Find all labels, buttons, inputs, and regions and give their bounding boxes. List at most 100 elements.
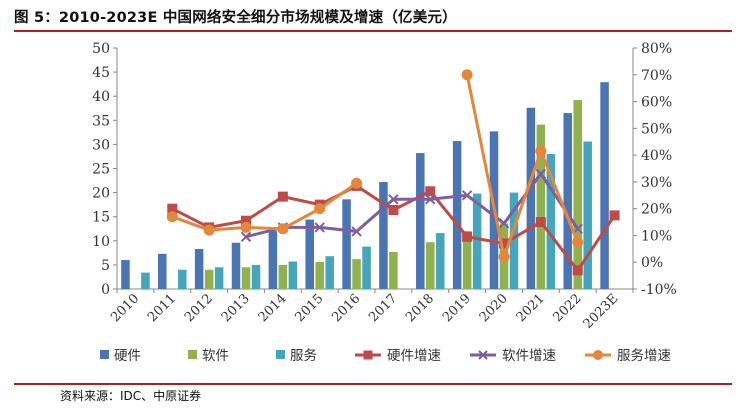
bar-service-2019 <box>472 193 482 289</box>
x-tick-label: 2010 <box>108 291 142 325</box>
legend-item-hardware_growth: 硬件增速 <box>355 348 441 364</box>
bar-software-2017 <box>389 251 398 289</box>
bar-service-2016 <box>362 246 371 289</box>
legend-item-service: 服务 <box>276 348 317 364</box>
legend-label: 服务增速 <box>617 348 671 364</box>
bar-hardware-2015 <box>305 219 314 289</box>
point-software_growth-2021 <box>535 168 547 180</box>
legend-label: 硬件增速 <box>387 348 441 364</box>
point-hardware_growth-2023E <box>609 210 620 221</box>
point-hardware_growth-2013 <box>241 215 251 226</box>
y-tick-label: 0 <box>101 282 110 298</box>
bar-hardware-2013 <box>231 242 241 289</box>
source-note: 资料来源：IDC、中原证券 <box>60 389 202 403</box>
y2-tick-label: -10% <box>641 282 677 298</box>
bar-software-2019 <box>462 231 472 289</box>
point-hardware_growth-2017 <box>388 205 399 216</box>
bar-software-2016 <box>352 259 361 289</box>
y-tick-label: 30 <box>92 137 110 153</box>
bar-software-2012 <box>204 269 214 289</box>
legend-swatch <box>276 350 285 359</box>
y2-tick-label: 30% <box>641 175 672 191</box>
x-tick-label: 2013 <box>219 291 253 325</box>
bar-service-2021 <box>546 154 556 289</box>
legend-item-service_growth: 服务增速 <box>585 348 671 364</box>
point-service_growth-2011 <box>166 211 178 223</box>
point-software_growth-2018 <box>425 194 436 205</box>
y-tick-label: 20 <box>92 186 110 202</box>
chart-title: 图 5：2010-2023E 中国网络安全细分市场规模及增速（亿美元） <box>14 10 457 26</box>
point-hardware_growth-2020 <box>499 238 509 249</box>
bar-hardware-2021 <box>526 107 536 289</box>
point-hardware_growth-2021 <box>535 217 546 228</box>
point-software_growth-2016 <box>351 226 362 237</box>
bar-software-2013 <box>241 267 251 289</box>
bars-layer <box>121 82 609 289</box>
bar-service-2010 <box>141 272 150 289</box>
x-tick-label: 2020 <box>477 291 511 325</box>
point-software_growth-2013 <box>240 231 252 242</box>
point-software_growth-2020 <box>498 218 510 229</box>
point-hardware_growth-2014 <box>277 191 288 202</box>
bar-software-2018 <box>426 242 435 289</box>
legend-label: 软件 <box>202 348 229 364</box>
bar-service-2018 <box>436 233 445 289</box>
legend-label: 硬件 <box>114 348 141 364</box>
bar-service-2022 <box>583 141 592 289</box>
legend-swatch <box>188 350 197 359</box>
bar-service-2012 <box>214 267 224 289</box>
point-hardware_growth-2011 <box>167 203 178 214</box>
point-service_growth-2020 <box>498 251 510 263</box>
bar-service-2020 <box>509 192 519 289</box>
y-tick-label: 50 <box>92 41 110 57</box>
bar-software-2022 <box>573 100 582 289</box>
point-software_growth-2017 <box>388 194 399 205</box>
bar-service-2013 <box>251 264 261 289</box>
title-rule <box>14 30 732 32</box>
y-tick-label: 15 <box>92 210 110 226</box>
y2-tick-label: 50% <box>641 121 672 137</box>
bar-service-2011 <box>178 269 187 289</box>
bar-software-2021 <box>536 124 546 289</box>
footer-rule <box>14 383 732 385</box>
y2-tick-label: 60% <box>641 95 672 111</box>
legend-item-hardware: 硬件 <box>100 348 141 364</box>
legend-label: 服务 <box>290 348 317 364</box>
y-tick-label: 10 <box>92 234 110 250</box>
y-tick-label: 40 <box>92 89 110 105</box>
x-tick-label: 2012 <box>182 291 216 325</box>
bar-hardware-2019 <box>452 141 462 289</box>
x-tick-label: 2022 <box>551 291 585 325</box>
point-service_growth-2022 <box>572 236 584 248</box>
bar-hardware-2017 <box>379 181 388 289</box>
bar-hardware-2018 <box>416 153 425 289</box>
x-tick-label: 2017 <box>366 291 400 325</box>
bar-software-2015 <box>315 262 324 289</box>
y2-tick-label: 40% <box>641 148 672 164</box>
line-service_growth <box>465 74 580 263</box>
bar-hardware-2010 <box>121 260 130 289</box>
y2-tick-label: 0% <box>641 255 663 271</box>
legend-item-software_growth: 软件增速 <box>470 348 556 364</box>
y-tick-label: 5 <box>101 258 110 274</box>
line-service_growth <box>171 181 358 232</box>
bar-hardware-2012 <box>194 248 204 289</box>
point-software_growth-2019 <box>461 190 473 201</box>
bar-hardware-2016 <box>342 199 351 289</box>
point-service_growth-2016 <box>351 177 363 189</box>
bar-hardware-2023E <box>600 82 609 289</box>
y-tick-label: 25 <box>92 162 110 178</box>
point-hardware_growth-2018 <box>425 186 436 197</box>
point-service_growth-2013 <box>240 221 252 233</box>
point-hardware_growth-2019 <box>462 231 473 242</box>
legend-swatch <box>100 350 109 359</box>
x-tick-label: 2014 <box>256 291 290 325</box>
bar-service-2015 <box>325 256 334 289</box>
y-tick-label: 45 <box>92 65 110 81</box>
bar-hardware-2014 <box>268 231 278 289</box>
y2-tick-label: 70% <box>641 68 672 84</box>
point-service_growth-2012 <box>203 224 215 236</box>
point-software_growth-2015 <box>314 222 325 233</box>
x-tick-label: 2023E <box>581 291 622 332</box>
